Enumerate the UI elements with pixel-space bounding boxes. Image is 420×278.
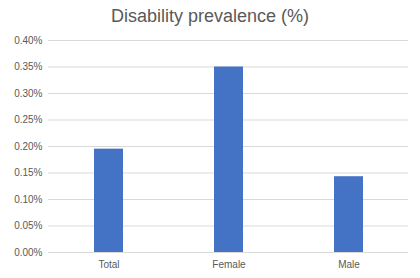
svg-text:0.25%: 0.25% (14, 114, 42, 125)
svg-text:0.15%: 0.15% (14, 167, 42, 178)
svg-text:Total: Total (98, 259, 119, 270)
html-text:Disability prevalence (%): Disability prevalence (%) (111, 6, 309, 26)
svg-text:0.20%: 0.20% (14, 141, 42, 152)
svg-text:Male: Male (338, 259, 360, 270)
svg-text:0.30%: 0.30% (14, 88, 42, 99)
svg-text:0.35%: 0.35% (14, 61, 42, 72)
svg-text:Female: Female (212, 259, 246, 270)
svg-text:0.05%: 0.05% (14, 220, 42, 231)
svg-text:0.40%: 0.40% (14, 35, 42, 46)
svg-text:0.10%: 0.10% (14, 194, 42, 205)
svg-text:0.00%: 0.00% (14, 247, 42, 258)
